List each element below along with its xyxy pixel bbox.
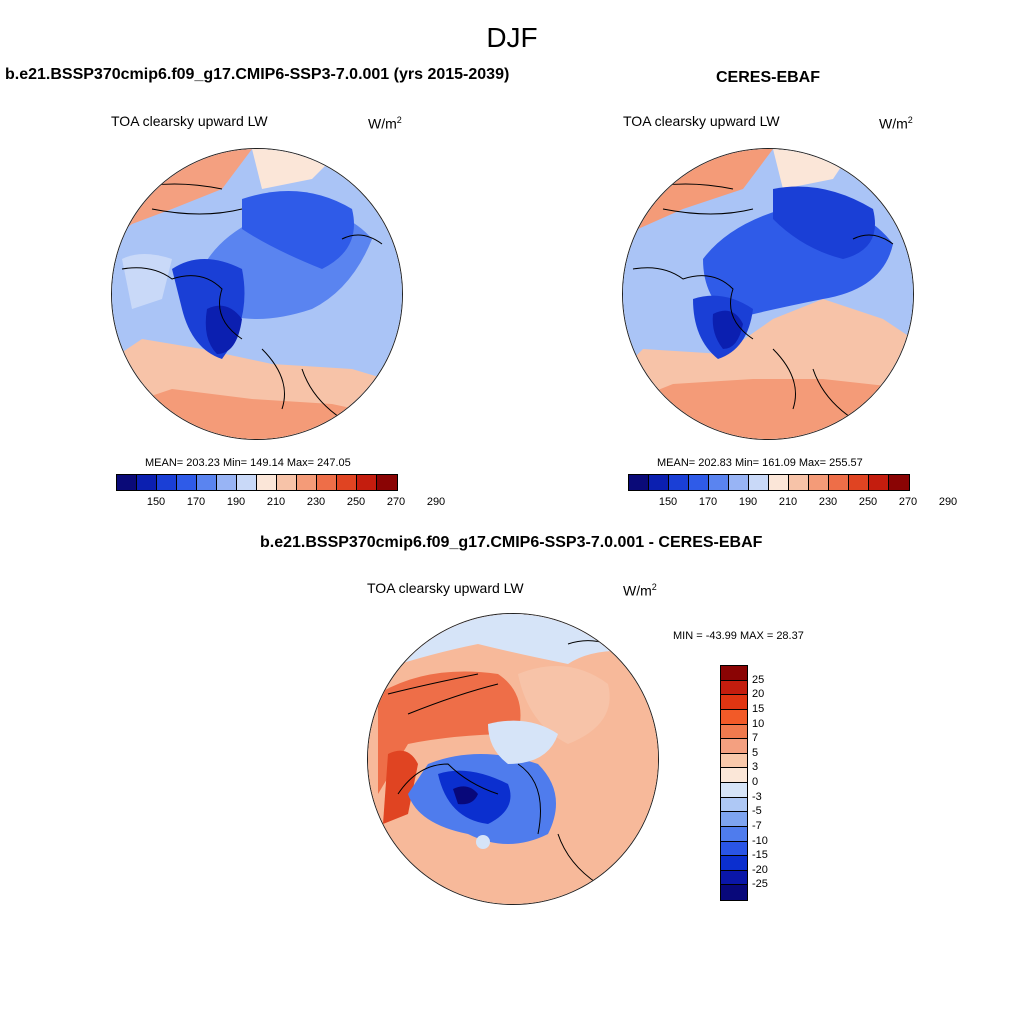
- colorbar-tick-label: 3: [752, 761, 759, 774]
- colorbar-cell: [317, 475, 337, 490]
- colorbar-tick-label: 210: [778, 496, 798, 508]
- colorbar-tick-label: -15: [752, 849, 768, 862]
- colorbar-cell: [237, 475, 257, 490]
- colorbar-cell: [721, 783, 747, 798]
- colorbar-cell: [377, 475, 397, 490]
- obs-colorbar: [628, 474, 910, 491]
- diff-variable-label: TOA clearsky upward LW: [367, 580, 524, 596]
- colorbar-cell: [721, 680, 747, 696]
- colorbar-tick-label: 230: [306, 496, 326, 508]
- obs-units-label: W/m2: [879, 115, 913, 132]
- colorbar-tick-label: -20: [752, 863, 768, 876]
- colorbar-cell: [337, 475, 357, 490]
- colorbar-cell: [629, 475, 649, 490]
- colorbar-cell: [749, 475, 769, 490]
- colorbar-cell: [721, 870, 747, 886]
- colorbar-tick-label: 250: [346, 496, 366, 508]
- colorbar-tick-label: 15: [752, 702, 765, 715]
- colorbar-cell: [257, 475, 277, 490]
- colorbar-cell: [789, 475, 809, 490]
- colorbar-cell: [357, 475, 377, 490]
- colorbar-cell: [709, 475, 729, 490]
- colorbar-tick-label: -3: [752, 790, 762, 803]
- model-polar-map: [111, 148, 403, 440]
- colorbar-cell: [669, 475, 689, 490]
- colorbar-cell: [721, 709, 747, 725]
- obs-polar-map: [622, 148, 914, 440]
- colorbar-cell: [721, 724, 747, 740]
- colorbar-cell: [869, 475, 889, 490]
- colorbar-cell: [769, 475, 789, 490]
- colorbar-tick-label: -7: [752, 819, 762, 832]
- colorbar-tick-label: 170: [698, 496, 718, 508]
- colorbar-cell: [829, 475, 849, 490]
- colorbar-tick-label: 270: [898, 496, 918, 508]
- colorbar-cell: [721, 695, 747, 710]
- colorbar-cell: [217, 475, 237, 490]
- colorbar-tick-label: 250: [858, 496, 878, 508]
- season-title: DJF: [486, 22, 538, 53]
- colorbar-cell: [721, 666, 747, 681]
- colorbar-tick-label: -25: [752, 878, 768, 891]
- colorbar-cell: [721, 885, 747, 900]
- colorbar-cell: [297, 475, 317, 490]
- model-units-label: W/m2: [368, 115, 402, 132]
- colorbar-cell: [137, 475, 157, 490]
- diff-colorbar: [720, 665, 748, 901]
- colorbar-tick-label: 20: [752, 688, 765, 701]
- colorbar-tick-label: 25: [752, 673, 765, 686]
- colorbar-cell: [177, 475, 197, 490]
- obs-panel-title: CERES-EBAF: [716, 69, 821, 86]
- colorbar-cell: [849, 475, 869, 490]
- colorbar-cell: [809, 475, 829, 490]
- model-stats: MEAN= 203.23 Min= 149.14 Max= 247.05: [145, 457, 351, 469]
- colorbar-cell: [721, 797, 747, 813]
- colorbar-cell: [721, 753, 747, 769]
- model-variable-label: TOA clearsky upward LW: [111, 113, 268, 129]
- colorbar-tick-label: 170: [186, 496, 206, 508]
- colorbar-cell: [689, 475, 709, 490]
- diff-units-label: W/m2: [623, 582, 657, 599]
- colorbar-tick-label: 7: [752, 732, 759, 745]
- colorbar-cell: [197, 475, 217, 490]
- diff-panel-title: b.e21.BSSP370cmip6.f09_g17.CMIP6-SSP3-7.…: [260, 534, 763, 551]
- colorbar-cell: [721, 739, 747, 754]
- colorbar-tick-label: 0: [752, 776, 759, 788]
- colorbar-cell: [721, 841, 747, 857]
- diff-polar-map: [367, 613, 659, 905]
- colorbar-cell: [729, 475, 749, 490]
- colorbar-cell: [157, 475, 177, 490]
- colorbar-tick-label: -5: [752, 805, 762, 818]
- colorbar-tick-label: 5: [752, 746, 759, 759]
- colorbar-cell: [277, 475, 297, 490]
- model-panel-title: b.e21.BSSP370cmip6.f09_g17.CMIP6-SSP3-7.…: [5, 66, 510, 83]
- model-colorbar: [116, 474, 398, 491]
- diff-stats: MIN = -43.99 MAX = 28.37: [673, 630, 804, 642]
- colorbar-tick-label: 150: [146, 496, 166, 508]
- colorbar-cell: [721, 826, 747, 842]
- colorbar-tick-label: 230: [818, 496, 838, 508]
- colorbar-tick-label: 10: [752, 717, 765, 730]
- colorbar-tick-label: 190: [738, 496, 758, 508]
- colorbar-tick-label: 270: [386, 496, 406, 508]
- colorbar-tick-label: 210: [266, 496, 286, 508]
- colorbar-cell: [649, 475, 669, 490]
- colorbar-cell: [721, 812, 747, 827]
- colorbar-cell: [721, 856, 747, 871]
- obs-stats: MEAN= 202.83 Min= 161.09 Max= 255.57: [657, 457, 863, 469]
- colorbar-cell: [721, 768, 747, 783]
- colorbar-tick-label: -10: [752, 834, 768, 847]
- colorbar-tick-label: 290: [426, 496, 446, 508]
- obs-variable-label: TOA clearsky upward LW: [623, 113, 780, 129]
- colorbar-cell: [889, 475, 909, 490]
- colorbar-cell: [117, 475, 137, 490]
- colorbar-tick-label: 190: [226, 496, 246, 508]
- colorbar-tick-label: 150: [658, 496, 678, 508]
- colorbar-tick-label: 290: [938, 496, 958, 508]
